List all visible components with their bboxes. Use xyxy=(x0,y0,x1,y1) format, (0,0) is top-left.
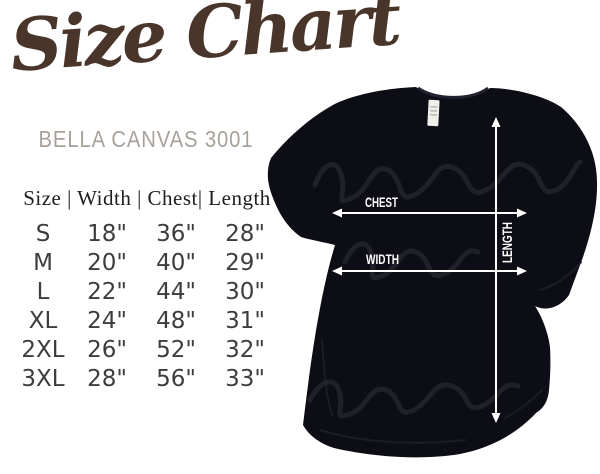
size-table: Size | Width | Chest| Length S 18" 36" 2… xyxy=(12,186,282,393)
table-cell: 40" xyxy=(156,249,196,276)
table-cell: 48" xyxy=(156,307,196,334)
fabric-wrinkles xyxy=(319,261,582,444)
size-table-header: Size | Width | Chest| Length xyxy=(23,186,271,210)
table-cell: 2XL xyxy=(21,336,65,363)
table-cell: 20" xyxy=(87,249,127,276)
table-row: L 22" 44" 30" xyxy=(12,277,282,306)
table-row: M 20" 40" 29" xyxy=(12,248,282,277)
table-cell: L xyxy=(36,278,50,305)
table-cell: 36" xyxy=(156,220,196,247)
table-cell: 32" xyxy=(225,336,265,363)
table-cell: M xyxy=(33,249,53,276)
table-cell: 29" xyxy=(225,249,265,276)
table-cell: 28" xyxy=(87,365,127,392)
length-arrow xyxy=(491,117,501,423)
table-row: 3XL 28" 56" 33" xyxy=(12,364,282,393)
collar-seam xyxy=(417,86,489,99)
table-cell: S xyxy=(35,220,51,247)
table-cell: 24" xyxy=(87,307,127,334)
product-subtitle: BELLA CANVAS 3001 xyxy=(38,126,254,152)
table-row: XL 24" 48" 31" xyxy=(12,306,282,335)
table-cell: 3XL xyxy=(21,365,65,392)
table-cell: 22" xyxy=(87,278,127,305)
chest-arrow xyxy=(332,208,527,218)
table-cell: 44" xyxy=(156,278,196,305)
table-cell: 33" xyxy=(225,365,265,392)
table-cell: XL xyxy=(28,307,58,334)
table-cell: 56" xyxy=(156,365,196,392)
neck-tag xyxy=(427,99,440,127)
width-label: WIDTH xyxy=(366,251,399,267)
width-arrow xyxy=(332,266,527,276)
table-cell: 31" xyxy=(225,307,265,334)
table-cell: 26" xyxy=(87,336,127,363)
length-label: LENGTH xyxy=(499,222,515,263)
table-row: 2XL 26" 52" 32" xyxy=(12,335,282,364)
table-cell: 28" xyxy=(225,220,265,247)
table-cell: 52" xyxy=(156,336,196,363)
table-row: S 18" 36" 28" xyxy=(12,219,282,248)
table-cell: 30" xyxy=(225,278,265,305)
size-table-body: S 18" 36" 28" M 20" 40" 29" L 22" 44" 30… xyxy=(12,219,282,393)
chest-label: CHEST xyxy=(365,194,398,210)
table-cell: 18" xyxy=(87,220,127,247)
